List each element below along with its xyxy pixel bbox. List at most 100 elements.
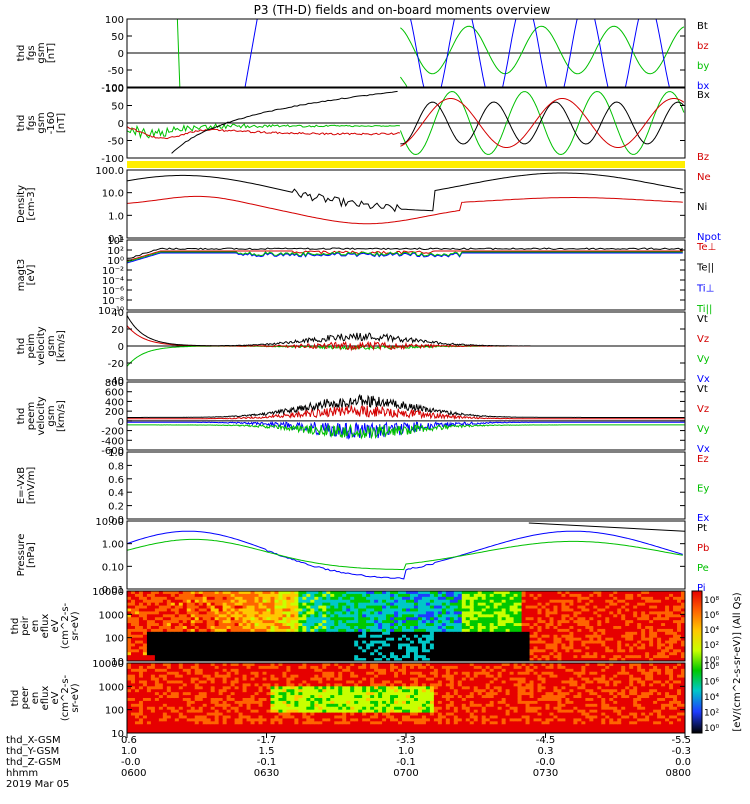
panel-fgs-clip-ytick-4: -100 [101, 154, 124, 165]
xaxis-x-0: 0.6 [121, 735, 137, 746]
panel-peim-ytick-3: -20 [108, 359, 124, 370]
panel-temp-ylabel-1: [eV] [26, 265, 37, 286]
panel-peem-legend-1: Vz [697, 404, 709, 415]
xaxis-z-1: -0.1 [257, 757, 277, 768]
panel-pressure-legend-2: Pe [697, 563, 709, 574]
vy-trace [127, 346, 684, 366]
colorbar-strip [692, 591, 702, 733]
pe-trace [127, 539, 683, 569]
panel-efield-ytick-1: 0.8 [108, 461, 124, 472]
pi-trace [127, 531, 683, 579]
panel-peim-ylabel-4: [km/s] [56, 330, 67, 362]
xaxis-t-0: 0600 [121, 768, 146, 779]
panel-efield-ytick-4: 0.2 [108, 502, 124, 513]
xaxis-x-1: -1.7 [257, 735, 277, 746]
vt-trace [127, 395, 684, 417]
panel-pressure-frame [127, 521, 685, 589]
panel-fgs-legend-0: Bt [697, 21, 708, 32]
xaxis-y-3: 0.3 [538, 746, 554, 757]
panel-temp: magt3[eV]10⁴10²10⁰10⁻²10⁻⁴10⁻⁶10⁻⁸10⁻¹⁰T… [16, 236, 716, 317]
panel-density-legend-0: Ne [697, 172, 711, 183]
xaxis-t-1: 0630 [254, 768, 279, 779]
xaxis-y-0: 1.0 [121, 746, 137, 757]
panel-fgs-ytick-2: 0 [118, 49, 124, 60]
panel-peer-ylabel-6: sr-eV) [70, 683, 81, 712]
xaxis-x-4: -5.5 [671, 735, 691, 746]
green-trace [127, 124, 400, 138]
panel-peir-ytick-0: 10000 [92, 587, 124, 598]
panel-pressure-ytick-0: 10.00 [95, 517, 124, 528]
xaxis-z-2: -0.1 [396, 757, 416, 768]
colorbar-tick-3: 10² [704, 641, 719, 651]
xaxis-z-3: -0.0 [536, 757, 556, 768]
panel-peem-ylabel-4: [km/s] [56, 400, 67, 432]
panel-pressure-ytick-2: 0.10 [102, 562, 124, 573]
xaxis-t-4: 0800 [666, 768, 691, 779]
xaxis-row-label-0: thd_X-GSM [6, 735, 61, 746]
panel-fgs-ytick-0: 100 [105, 15, 124, 26]
xaxis-y-4: -0.3 [671, 746, 691, 757]
panel-peim-traces [127, 315, 685, 366]
panel-pressure-legend-0: Pt [697, 523, 707, 534]
colorbar-label: [eV/(cm^2-s-sr-eV)] (All Qs) [732, 592, 743, 731]
colorbar-tick2-3: 10² [704, 709, 719, 719]
panel-fgs-ytick-3: -50 [108, 66, 124, 77]
panel-fgs-clip-legend-1: Bz [697, 152, 709, 163]
panel-fgs-legend-1: bz [697, 41, 709, 52]
panel-efield-ytick-3: 0.4 [108, 488, 124, 499]
panel-efield-ylabel-1: [mV/m] [26, 467, 37, 505]
panel-efield-legend-1: Ey [697, 484, 709, 495]
panel-fgs-clip-traces [127, 91, 685, 154]
panel-fgs-ylabel-3: [nT] [46, 43, 57, 63]
panel-pressure-traces [127, 523, 685, 579]
panel-fgs-clip-ytick-0: 100 [105, 84, 124, 95]
xaxis-t-2: 0700 [393, 768, 418, 779]
panel-fgs-clip-ytick-3: -50 [108, 137, 124, 148]
xaxis-x-2: -3.3 [396, 735, 416, 746]
panel-density-legend-1: Ni [697, 202, 707, 213]
xaxis-x-3: -4.5 [536, 735, 556, 746]
panel-pressure-ytick-1: 1.00 [102, 540, 124, 551]
panel-peir-ytick-1: 1000 [99, 610, 124, 621]
colorbar-tick2-4: 10⁰ [704, 724, 719, 734]
xaxis-z-0: -0.0 [121, 757, 141, 768]
panel-density-ylabel-1: [cm-3] [26, 187, 37, 220]
xaxis-row-label-4: 2019 Mar 05 [6, 779, 69, 790]
xaxis-row-label-3: hhmm [6, 768, 38, 779]
xaxis-z-4: 0.0 [675, 757, 691, 768]
panel-temp-legend-1: Te|| [696, 263, 714, 274]
panel-efield-ytick-0: 1.0 [108, 448, 124, 459]
colorbar-tick2-2: 10⁴ [704, 693, 719, 703]
black-trace [172, 91, 398, 153]
xaxis-row-label-2: thd_Z-GSM [6, 757, 61, 768]
xaxis-y-2: 1.0 [398, 746, 414, 757]
panel-temp-traces [127, 248, 683, 263]
vt-trace [127, 315, 684, 346]
panel-fgs-ytick-1: 50 [111, 32, 124, 43]
panel-density-ytick-0: 100.0 [95, 166, 124, 177]
colorbar-tick2-1: 10⁶ [704, 678, 719, 688]
panel-density-traces [127, 173, 683, 224]
ni-trace [127, 173, 683, 211]
colorbar-tick-1: 10⁶ [704, 611, 719, 621]
panel-fgs-clip-ytick-1: 50 [111, 102, 124, 113]
panel-density-ytick-1: 10.0 [102, 189, 124, 200]
panel-peim-legend-0: Vt [697, 314, 708, 325]
panel-peer-ytick-0: 10000 [92, 659, 124, 670]
panel-efield-legend-0: Ez [697, 454, 709, 465]
colorbar: 10⁸10⁶10⁴10²10⁰10⁸10⁶10⁴10²10⁰[eV/(cm^2-… [692, 591, 743, 734]
xaxis-y-1: 1.5 [259, 746, 275, 757]
panel-pressure-ylabel-1: [nPa] [26, 542, 37, 568]
panel-peim-ytick-2: 0 [118, 342, 124, 353]
xaxis-t-3: 0730 [533, 768, 558, 779]
panel-peir-ylabel-6: sr-eV) [70, 611, 81, 640]
panel-density-ytick-2: 1.0 [108, 211, 124, 222]
